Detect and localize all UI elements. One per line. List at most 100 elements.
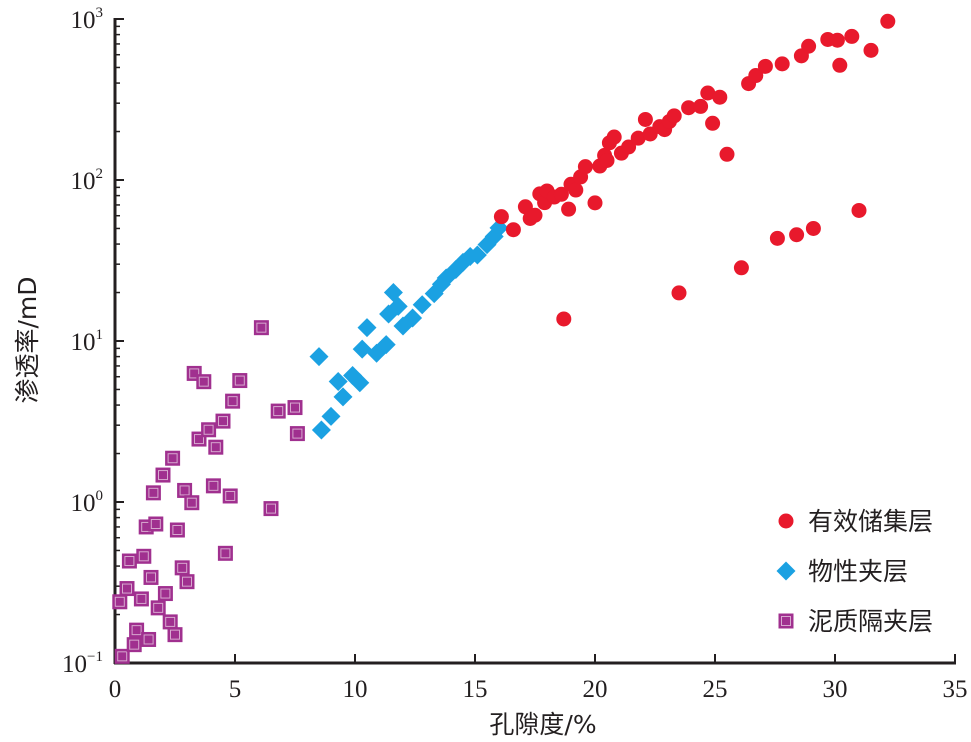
legend-marker-circle — [778, 513, 794, 529]
x-tick-label: 0 — [109, 676, 122, 703]
square-marker-inner — [124, 556, 135, 567]
square-marker-fill — [136, 548, 152, 564]
circle-point — [630, 130, 646, 146]
square-marker-inner — [131, 625, 142, 636]
square-marker-inner — [177, 562, 188, 573]
circle-point — [748, 68, 764, 84]
square-marker-inner — [292, 428, 303, 439]
square-marker-inner — [781, 616, 791, 626]
square-marker-inner — [165, 616, 176, 627]
x-axis-title: 孔隙度/% — [489, 710, 596, 739]
circle-point — [789, 227, 805, 243]
square-point — [232, 373, 248, 389]
legend-label: 泥质隔夹层 — [808, 607, 933, 636]
diamond-point — [352, 339, 372, 359]
square-point — [114, 648, 130, 664]
square-point — [112, 594, 128, 610]
square-point — [201, 422, 217, 438]
square-point — [129, 622, 145, 638]
square-point — [165, 450, 181, 466]
square-marker-inner — [136, 593, 147, 604]
square-point — [169, 522, 185, 538]
circle-point — [705, 115, 721, 131]
diamond-point — [403, 308, 423, 328]
square-marker-fill — [270, 403, 286, 419]
square-marker-fill — [215, 413, 231, 429]
circle-point — [829, 32, 845, 48]
square-marker-inner — [160, 588, 171, 599]
x-tick-label: 30 — [823, 676, 848, 703]
circle-point — [805, 220, 821, 236]
square-point — [225, 393, 241, 409]
circle-point — [637, 111, 653, 127]
y-tick-label: 100 — [71, 488, 104, 517]
legend-label: 物性夹层 — [808, 557, 908, 586]
circle-point — [774, 56, 790, 72]
legend-marker-square — [778, 613, 794, 629]
square-marker-inner — [114, 596, 125, 607]
square-marker-inner — [266, 503, 276, 514]
square-marker-inner — [158, 470, 168, 481]
square-marker-inner — [122, 583, 132, 594]
circle-point — [587, 195, 603, 211]
square-marker-fill — [129, 622, 145, 638]
square-marker-fill — [225, 393, 241, 409]
circle-point — [844, 28, 860, 44]
circle-point — [693, 98, 709, 114]
square-marker-fill — [167, 627, 183, 643]
square-marker-inner — [150, 519, 161, 530]
square-point — [270, 403, 286, 419]
square-point — [179, 574, 195, 590]
diamond-point — [328, 372, 348, 392]
square-marker-inner — [218, 416, 228, 427]
square-marker-inner — [153, 602, 164, 613]
square-point — [126, 637, 142, 653]
square-marker-inner — [170, 629, 180, 640]
square-marker-inner — [225, 490, 236, 501]
square-point — [222, 488, 238, 504]
square-point — [287, 400, 303, 416]
circle-point — [577, 159, 593, 175]
square-point — [119, 581, 135, 597]
circle-point — [832, 57, 848, 73]
circle-point — [568, 182, 584, 198]
square-point — [177, 482, 193, 498]
square-marker-inner — [117, 651, 128, 662]
circle-point — [719, 146, 735, 162]
square-marker-fill — [205, 478, 221, 494]
circle-point — [801, 38, 817, 54]
square-marker-fill — [263, 501, 279, 517]
circle-point — [733, 260, 749, 276]
diamond-point — [309, 347, 329, 367]
square-marker-fill — [143, 569, 159, 585]
diamond-point — [357, 318, 377, 338]
square-marker-fill — [165, 450, 181, 466]
square-marker-inner — [138, 551, 149, 562]
square-marker-inner — [273, 406, 284, 417]
circle-point — [553, 186, 569, 202]
square-point — [217, 545, 233, 561]
square-marker-fill — [177, 482, 193, 498]
circle-point — [757, 58, 773, 74]
square-marker-fill — [169, 522, 185, 538]
square-marker-fill — [121, 553, 137, 569]
square-marker-fill — [179, 574, 195, 590]
square-point — [289, 426, 305, 442]
square-point — [145, 485, 161, 501]
square-marker-fill — [287, 400, 303, 416]
circle-point — [863, 42, 879, 58]
diamond-point — [376, 335, 396, 355]
circle-point — [880, 13, 896, 29]
diamond-point — [467, 245, 487, 265]
diamond-point — [311, 420, 331, 440]
square-marker-fill — [148, 516, 164, 532]
square-marker-inner — [189, 368, 200, 379]
diamond-point — [388, 296, 408, 316]
y-tick-label: 101 — [71, 327, 104, 356]
circle-point — [517, 199, 533, 215]
square-point — [215, 413, 231, 429]
square-point — [205, 478, 221, 494]
square-marker-inner — [186, 497, 197, 508]
square-point — [155, 467, 171, 483]
